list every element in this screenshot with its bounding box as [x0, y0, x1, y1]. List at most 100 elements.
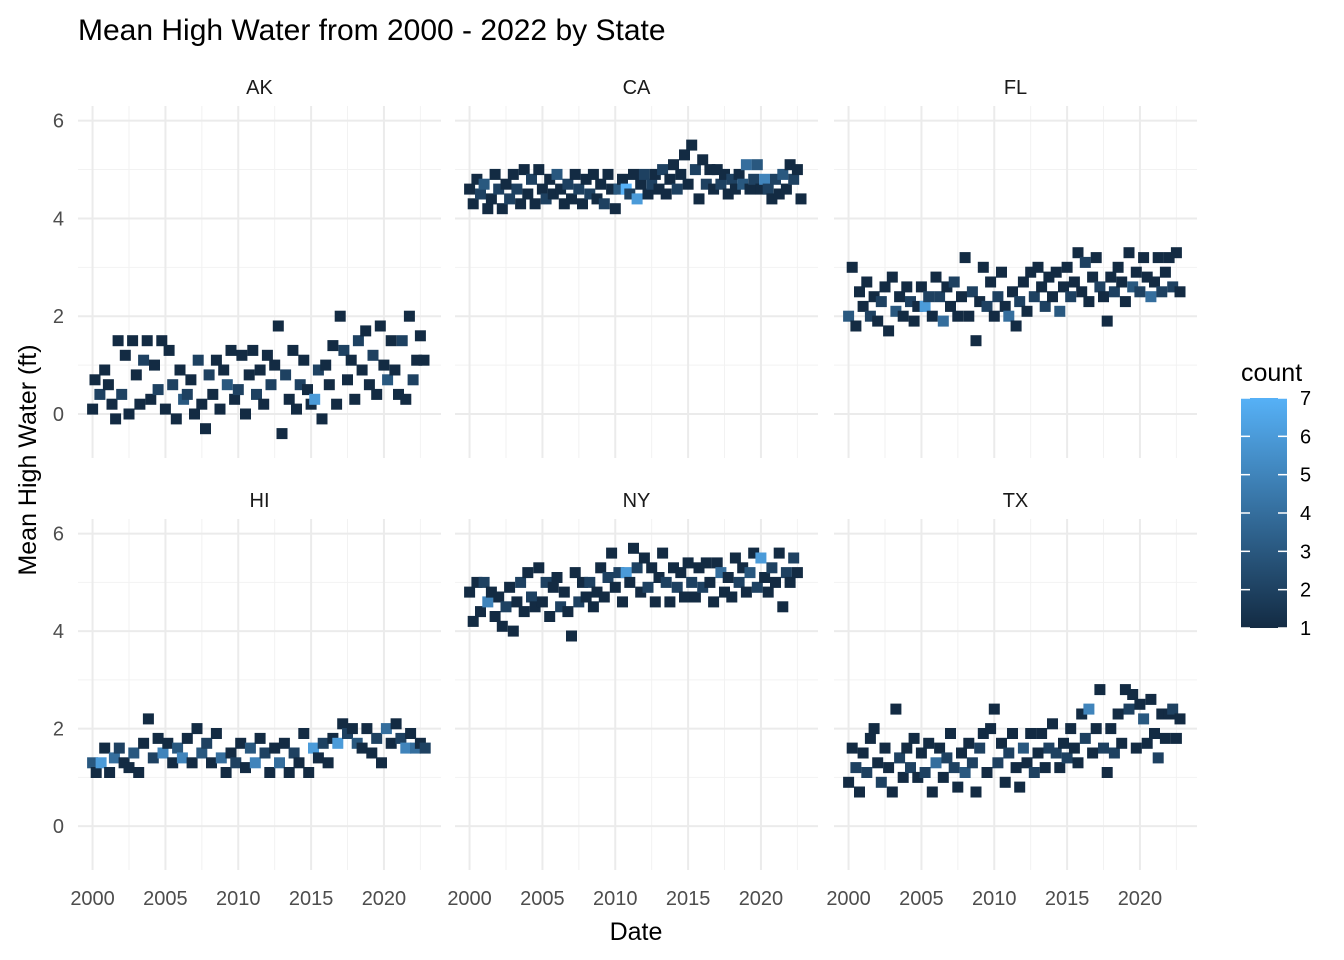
- data-point: [167, 757, 179, 769]
- data-point: [167, 379, 179, 391]
- data-point: [138, 737, 150, 749]
- data-point: [298, 354, 310, 366]
- data-point: [518, 606, 530, 618]
- data-point: [850, 320, 862, 332]
- data-point: [500, 178, 512, 190]
- x-tick-label: 2005: [520, 888, 565, 910]
- data-point: [638, 168, 650, 180]
- data-point: [515, 198, 527, 210]
- data-point: [1170, 247, 1182, 259]
- data-point: [868, 291, 880, 303]
- data-point: [948, 762, 960, 774]
- data-point: [737, 178, 749, 190]
- data-point: [464, 183, 476, 195]
- data-point: [740, 586, 752, 598]
- data-point: [1014, 296, 1026, 308]
- data-point: [915, 747, 927, 759]
- data-point: [283, 393, 295, 405]
- data-point: [591, 193, 603, 205]
- data-point: [613, 567, 625, 579]
- data-point: [751, 581, 763, 593]
- data-point: [142, 713, 154, 725]
- data-point: [482, 203, 494, 215]
- data-point: [308, 742, 319, 754]
- y-tick-label: 4: [53, 208, 64, 230]
- data-point: [679, 149, 690, 161]
- data-point: [210, 728, 222, 739]
- data-point: [1163, 252, 1175, 264]
- data-point: [766, 562, 778, 574]
- data-point: [225, 747, 237, 759]
- data-point: [385, 737, 397, 749]
- data-point: [376, 757, 387, 769]
- data-point: [926, 786, 938, 798]
- data-point: [385, 335, 397, 347]
- data-point: [349, 393, 361, 405]
- data-point: [225, 344, 237, 356]
- data-point: [573, 183, 585, 195]
- data-point: [356, 742, 368, 754]
- data-point: [1167, 703, 1179, 715]
- data-point: [854, 286, 865, 298]
- data-point: [320, 359, 332, 371]
- data-point: [595, 562, 607, 574]
- data-point: [996, 737, 1007, 749]
- data-point: [941, 281, 953, 293]
- data-point: [467, 198, 479, 210]
- data-point: [660, 188, 672, 200]
- data-point: [1116, 737, 1128, 749]
- data-point: [974, 742, 986, 754]
- legend-tick-label: 4: [1300, 503, 1311, 525]
- data-point: [649, 168, 661, 180]
- data-point: [363, 379, 375, 391]
- data-point: [1017, 276, 1029, 288]
- data-point: [1141, 737, 1153, 749]
- data-point: [566, 630, 577, 642]
- data-point: [620, 567, 632, 579]
- y-tick-label: 6: [53, 111, 64, 133]
- data-point: [342, 374, 353, 386]
- data-point: [186, 757, 198, 769]
- data-point: [243, 369, 255, 381]
- data-point: [926, 310, 938, 322]
- data-point: [558, 198, 570, 210]
- data-point: [759, 173, 771, 185]
- data-point: [113, 742, 125, 754]
- data-point: [963, 310, 975, 322]
- data-point: [207, 388, 219, 400]
- data-point: [708, 596, 720, 608]
- data-point: [846, 261, 858, 273]
- data-point: [941, 752, 953, 764]
- data-point: [352, 335, 364, 347]
- data-point: [346, 723, 358, 735]
- data-point: [382, 374, 394, 386]
- data-point: [249, 757, 261, 769]
- data-point: [638, 552, 650, 564]
- data-point: [919, 300, 931, 312]
- data-point: [653, 572, 665, 583]
- data-point: [400, 742, 412, 754]
- data-point: [1112, 708, 1124, 720]
- y-axis-title: Mean High Water (ft): [14, 344, 42, 575]
- x-tick-label: 2010: [216, 888, 261, 910]
- data-point: [294, 379, 306, 391]
- data-point: [740, 159, 752, 171]
- data-point: [945, 300, 956, 312]
- data-point: [1134, 698, 1146, 710]
- data-point: [240, 408, 251, 420]
- data-point: [569, 168, 581, 180]
- data-point: [569, 567, 581, 579]
- data-point: [1039, 762, 1051, 774]
- data-point: [977, 728, 989, 739]
- data-point: [99, 364, 111, 376]
- data-point: [152, 732, 164, 744]
- x-tick-label: 2000: [826, 888, 871, 910]
- data-point: [526, 173, 537, 185]
- data-point: [646, 562, 658, 574]
- data-point: [1043, 271, 1055, 283]
- data-point: [963, 737, 975, 749]
- data-point: [1108, 286, 1120, 298]
- data-point: [970, 335, 982, 347]
- data-point: [780, 567, 792, 579]
